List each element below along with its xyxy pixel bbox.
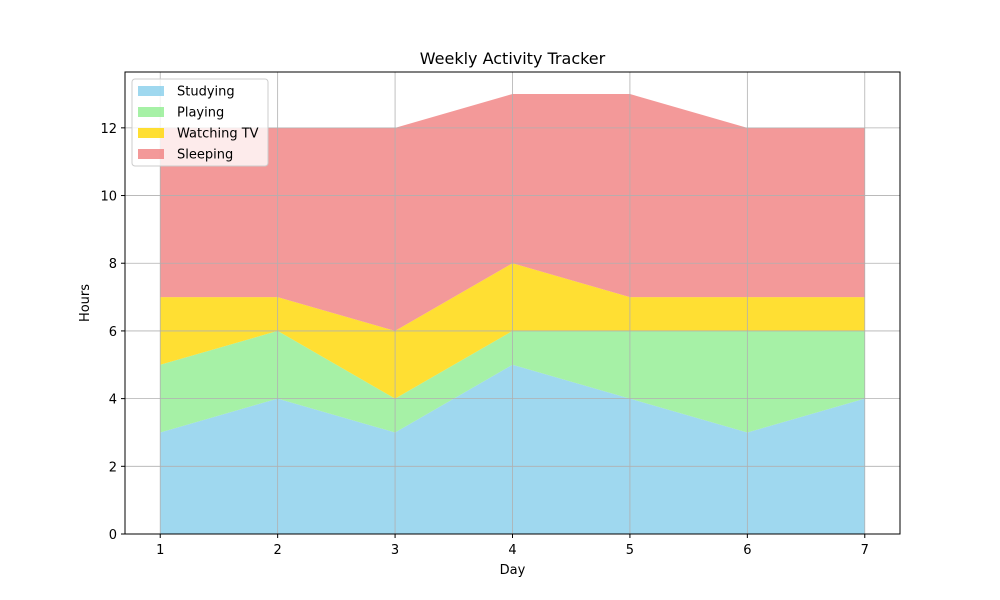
x-axis-ticks: 1 2 3 4 5 6 7 <box>156 534 869 558</box>
x-tick-label: 7 <box>861 543 869 558</box>
y-tick-label: 4 <box>109 393 117 408</box>
y-tick-label: 10 <box>100 190 117 205</box>
legend-swatch-sleeping <box>138 149 164 159</box>
y-axis-label: Hours <box>78 284 93 322</box>
legend: Studying Playing Watching TV Sleeping <box>131 78 269 167</box>
legend-box <box>131 78 269 167</box>
x-tick-label: 3 <box>391 543 399 558</box>
legend-swatch-studying <box>138 86 164 96</box>
x-tick-label: 1 <box>156 543 164 558</box>
x-tick-label: 6 <box>743 543 751 558</box>
y-tick-label: 6 <box>109 325 117 340</box>
legend-label-sleeping: Sleeping <box>177 148 233 163</box>
legend-swatch-watching-tv <box>138 128 164 138</box>
y-tick-label: 2 <box>109 460 117 475</box>
legend-label-studying: Studying <box>177 85 235 100</box>
chart-title: Weekly Activity Tracker <box>420 49 606 68</box>
legend-swatch-playing <box>138 107 164 117</box>
y-axis-ticks: 0 2 4 6 8 10 12 <box>100 122 125 543</box>
x-axis-label: Day <box>500 563 526 578</box>
area-playing <box>160 330 865 433</box>
x-tick-label: 4 <box>508 543 516 558</box>
y-tick-label: 12 <box>100 122 117 137</box>
x-tick-label: 2 <box>274 543 282 558</box>
legend-label-playing: Playing <box>177 106 224 121</box>
y-tick-label: 8 <box>109 257 117 272</box>
grid-lines <box>125 72 900 535</box>
legend-label-watching-tv: Watching TV <box>177 127 259 142</box>
x-tick-label: 5 <box>626 543 634 558</box>
y-tick-label: 0 <box>109 528 117 543</box>
